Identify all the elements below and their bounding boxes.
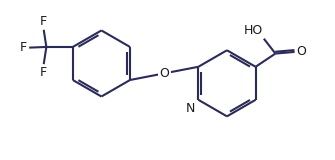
Text: F: F — [40, 15, 47, 28]
Text: F: F — [19, 41, 26, 54]
Text: HO: HO — [243, 24, 263, 37]
Text: O: O — [296, 45, 307, 58]
Text: O: O — [159, 67, 169, 80]
Text: N: N — [186, 102, 195, 116]
Text: F: F — [40, 66, 47, 79]
